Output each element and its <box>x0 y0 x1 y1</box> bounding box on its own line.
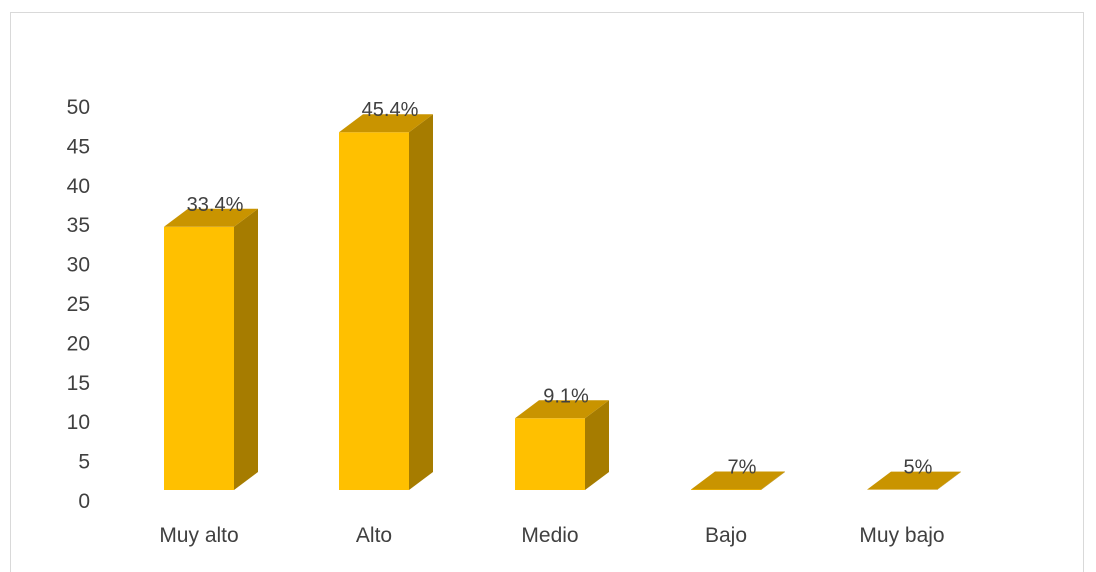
bar-top <box>515 400 609 419</box>
bar <box>164 226 234 491</box>
y-tick-label: 15 <box>67 372 90 395</box>
y-tick-label: 10 <box>67 411 90 434</box>
y-tick-label: 25 <box>67 293 90 316</box>
bar-top <box>867 471 961 490</box>
bar-top <box>164 208 258 227</box>
y-tick-label: 30 <box>67 254 90 277</box>
data-label: 5% <box>904 457 933 479</box>
data-label: 33.4% <box>187 194 244 216</box>
x-category-label: Bajo <box>705 524 747 547</box>
bar-side <box>585 400 609 490</box>
x-category-label: Muy alto <box>159 524 238 547</box>
x-category-label: Alto <box>356 524 392 547</box>
bar <box>515 418 585 490</box>
bar-top <box>339 114 433 133</box>
y-tick-label: 50 <box>67 96 90 119</box>
data-label: 9.1% <box>543 385 589 407</box>
y-tick-label: 40 <box>67 175 90 198</box>
y-tick-label: 45 <box>67 135 90 158</box>
x-category-label: Muy bajo <box>859 524 944 547</box>
y-tick-label: 0 <box>78 490 90 513</box>
bar <box>691 489 761 490</box>
y-tick-label: 20 <box>67 332 90 355</box>
data-label: 45.4% <box>362 99 419 121</box>
data-label: 7% <box>728 456 757 478</box>
bar-side <box>234 208 258 491</box>
y-tick-label: 35 <box>67 214 90 237</box>
bar-side <box>761 471 785 490</box>
y-tick-label: 5 <box>78 451 90 474</box>
bar-top <box>691 471 785 490</box>
x-category-label: Medio <box>521 524 578 547</box>
bar <box>339 132 409 491</box>
bar-side <box>409 114 433 491</box>
bar-side <box>937 471 961 490</box>
